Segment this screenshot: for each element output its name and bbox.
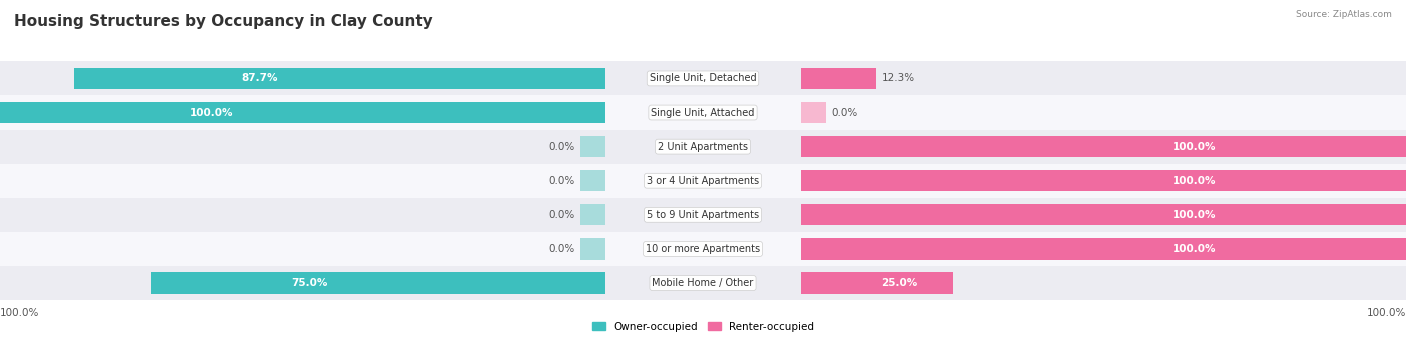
Text: 100.0%: 100.0% xyxy=(190,107,233,118)
Bar xyxy=(801,170,1406,191)
Bar xyxy=(0,266,1406,300)
Bar xyxy=(0,164,1406,198)
Text: 100.0%: 100.0% xyxy=(1173,210,1216,220)
Bar xyxy=(0,61,1406,95)
Bar xyxy=(0,164,1406,198)
Bar xyxy=(0,61,1406,95)
Text: 12.3%: 12.3% xyxy=(882,73,915,84)
Bar xyxy=(801,136,1406,157)
Text: 0.0%: 0.0% xyxy=(832,107,858,118)
Bar xyxy=(801,68,876,89)
Bar xyxy=(0,95,1406,130)
Text: 100.0%: 100.0% xyxy=(1173,142,1216,152)
Text: 75.0%: 75.0% xyxy=(291,278,328,288)
Bar xyxy=(0,266,1406,300)
Bar xyxy=(581,204,605,225)
Text: 0.0%: 0.0% xyxy=(548,244,575,254)
Text: 0.0%: 0.0% xyxy=(548,176,575,186)
Text: 0.0%: 0.0% xyxy=(548,142,575,152)
Text: 100.0%: 100.0% xyxy=(1173,176,1216,186)
Text: Single Unit, Detached: Single Unit, Detached xyxy=(650,73,756,84)
Bar xyxy=(801,238,1406,260)
Bar xyxy=(0,232,1406,266)
Text: Single Unit, Attached: Single Unit, Attached xyxy=(651,107,755,118)
Bar xyxy=(0,130,1406,164)
Bar xyxy=(801,102,825,123)
Bar xyxy=(0,164,1406,198)
Bar xyxy=(0,232,1406,266)
Bar xyxy=(801,204,1406,225)
Bar xyxy=(0,232,1406,266)
Text: 87.7%: 87.7% xyxy=(242,73,278,84)
Bar xyxy=(0,130,1406,164)
Bar xyxy=(581,238,605,260)
Text: 100.0%: 100.0% xyxy=(1367,308,1406,317)
Text: Mobile Home / Other: Mobile Home / Other xyxy=(652,278,754,288)
Text: 3 or 4 Unit Apartments: 3 or 4 Unit Apartments xyxy=(647,176,759,186)
Bar xyxy=(0,198,1406,232)
Text: 2 Unit Apartments: 2 Unit Apartments xyxy=(658,142,748,152)
Bar xyxy=(801,272,953,294)
Text: 5 to 9 Unit Apartments: 5 to 9 Unit Apartments xyxy=(647,210,759,220)
Bar xyxy=(0,198,1406,232)
Bar xyxy=(0,95,1406,130)
Bar xyxy=(0,95,1406,130)
Text: 10 or more Apartments: 10 or more Apartments xyxy=(645,244,761,254)
Bar xyxy=(0,61,1406,95)
Bar xyxy=(0,266,1406,300)
Text: Housing Structures by Occupancy in Clay County: Housing Structures by Occupancy in Clay … xyxy=(14,14,433,29)
Bar xyxy=(152,272,605,294)
Legend: Owner-occupied, Renter-occupied: Owner-occupied, Renter-occupied xyxy=(588,317,818,336)
Bar xyxy=(0,130,1406,164)
Text: 100.0%: 100.0% xyxy=(0,308,39,317)
Text: Source: ZipAtlas.com: Source: ZipAtlas.com xyxy=(1296,10,1392,19)
Bar xyxy=(581,136,605,157)
Text: 25.0%: 25.0% xyxy=(882,278,918,288)
Text: 0.0%: 0.0% xyxy=(548,210,575,220)
Text: 100.0%: 100.0% xyxy=(1173,244,1216,254)
Bar xyxy=(581,170,605,191)
Bar xyxy=(0,198,1406,232)
Bar xyxy=(75,68,605,89)
Bar xyxy=(0,102,605,123)
